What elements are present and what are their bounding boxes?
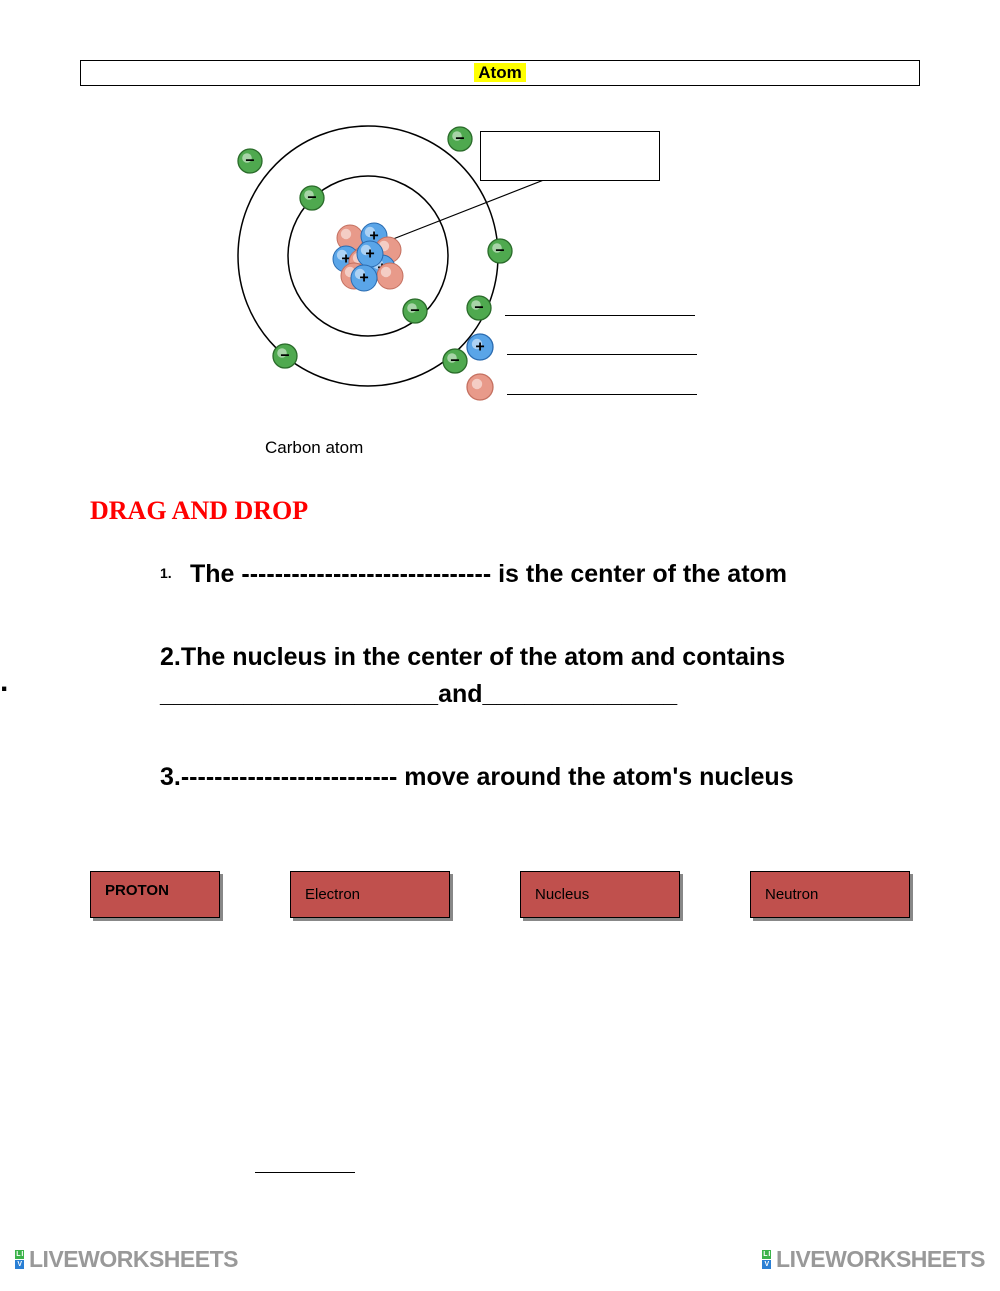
svg-text:−: − <box>280 348 289 365</box>
svg-text:+: + <box>475 339 484 356</box>
legend: − + <box>465 294 697 412</box>
legend-electron-line[interactable] <box>505 315 695 316</box>
stray-underline <box>255 1172 355 1173</box>
svg-text:−: − <box>410 303 419 320</box>
svg-text:−: − <box>245 153 254 170</box>
atom-diagram: +++++−−−−−−− − + Carbon atom <box>80 106 920 476</box>
page-title: Atom <box>474 63 525 82</box>
questions: 1. The ------------------------------ is… <box>80 556 920 796</box>
svg-text:+: + <box>365 246 374 263</box>
svg-text:−: − <box>455 131 464 148</box>
electron-icon: − <box>465 294 493 322</box>
q1-number: 1. <box>160 563 172 584</box>
watermark-icon: L IV E <box>762 1250 771 1269</box>
svg-text:−: − <box>450 353 459 370</box>
watermark-right: L IV E LIVEWORKSHEETS <box>762 1246 985 1273</box>
section-heading: DRAG AND DROP <box>90 496 920 526</box>
neutron-icon <box>465 372 495 402</box>
legend-neutron-line[interactable] <box>507 394 697 395</box>
watermark-text: LIVEWORKSHEETS <box>29 1246 238 1273</box>
nucleus-label-input[interactable] <box>480 131 660 181</box>
question-2[interactable]: 2.The nucleus in the center of the atom … <box>160 639 880 714</box>
svg-text:−: − <box>474 300 483 317</box>
legend-electron: − <box>465 294 697 322</box>
diagram-caption: Carbon atom <box>265 438 363 458</box>
drag-option[interactable]: PROTON <box>90 871 220 918</box>
question-3[interactable]: 3.-------------------------- move around… <box>160 759 880 797</box>
drag-option[interactable]: Neutron <box>750 871 910 918</box>
watermark-left: L IV E LIVEWORKSHEETS <box>15 1246 238 1273</box>
legend-neutron <box>465 372 697 402</box>
svg-text:−: − <box>307 190 316 207</box>
question-1[interactable]: 1. The ------------------------------ is… <box>160 556 880 594</box>
q1-text: The ------------------------------ is th… <box>190 560 787 588</box>
stray-dot: . <box>0 665 8 699</box>
drag-options: PROTON Electron Nucleus Neutron <box>80 871 920 918</box>
legend-proton-line[interactable] <box>507 354 697 355</box>
watermark-icon: L IV E <box>15 1250 24 1269</box>
svg-text:+: + <box>359 270 368 287</box>
watermark-text: LIVEWORKSHEETS <box>776 1246 985 1273</box>
svg-text:−: − <box>495 243 504 260</box>
title-bar: Atom <box>80 60 920 86</box>
legend-proton: + <box>465 332 697 362</box>
drag-option[interactable]: Electron <box>290 871 450 918</box>
proton-icon: + <box>465 332 495 362</box>
drag-option[interactable]: Nucleus <box>520 871 680 918</box>
